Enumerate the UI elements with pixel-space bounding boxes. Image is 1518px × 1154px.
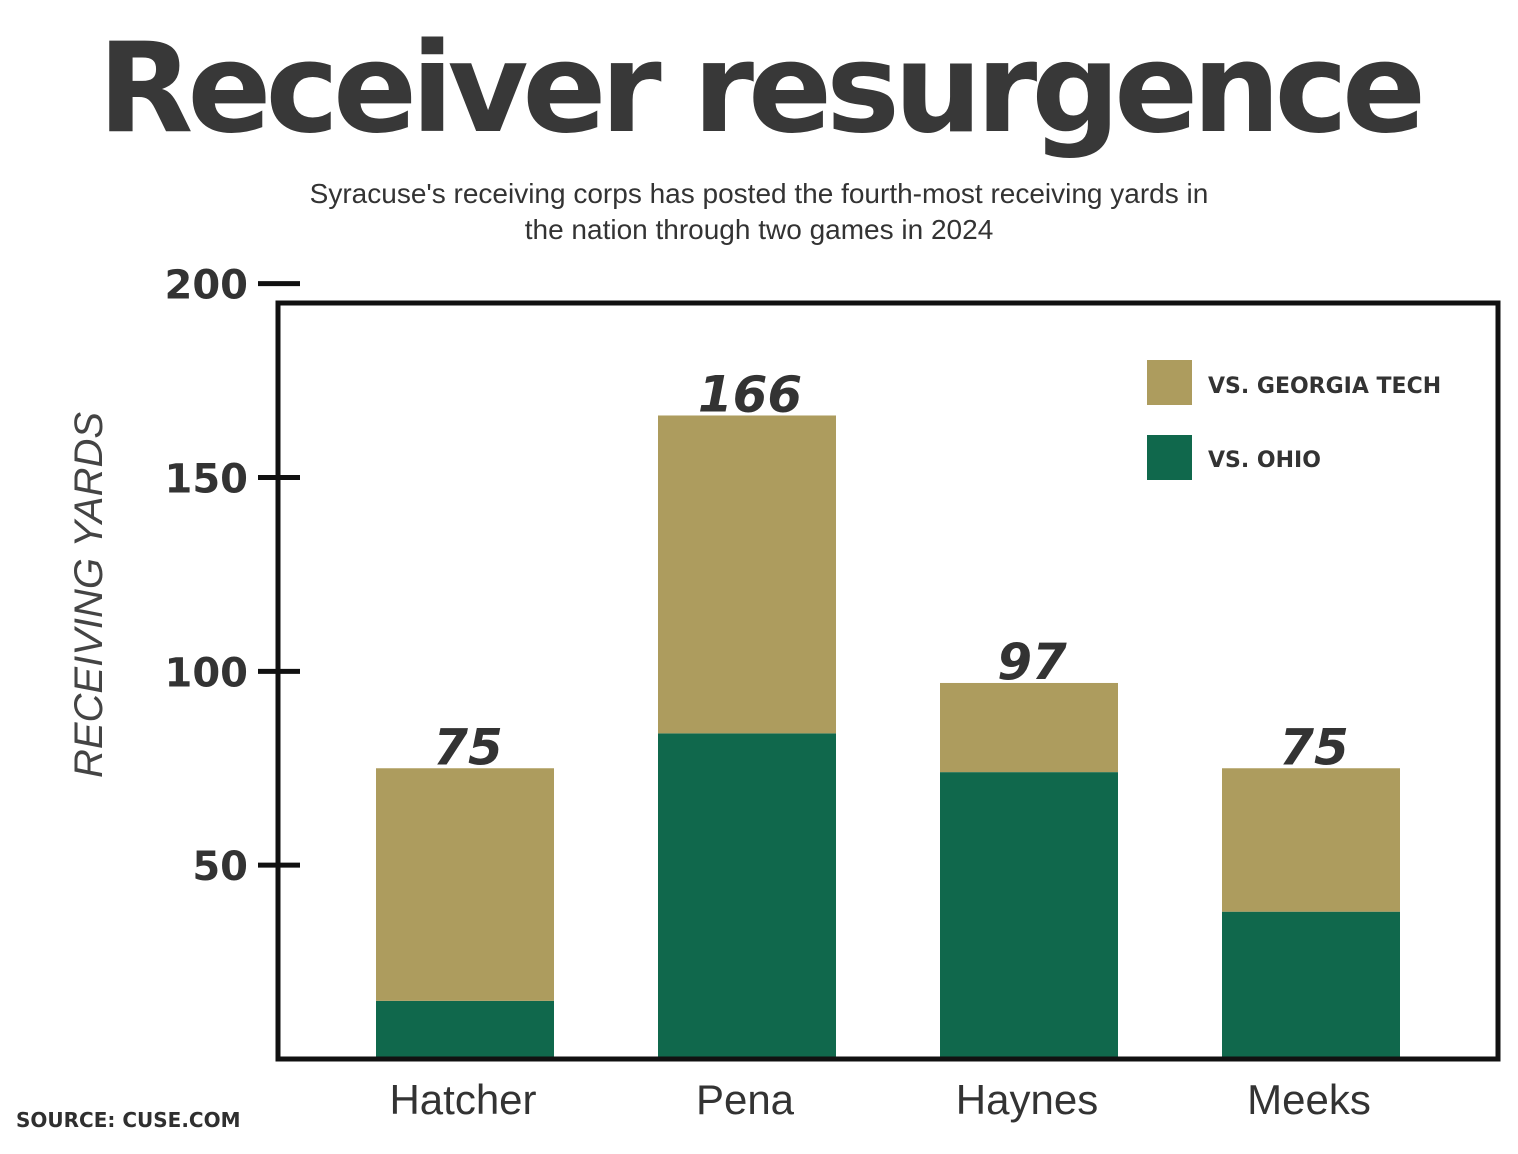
legend-label-georgia-tech: VS. GEORGIA TECH [1208,374,1441,399]
source-note: SOURCE: CUSE.COM [16,1108,241,1132]
chart-title: Receiver resurgence [97,17,1426,161]
x-axis-labels: Hatcher Pena Haynes Meeks [389,1076,1370,1123]
chart-subtitle: Syracuse's receiving corps has posted th… [309,178,1209,245]
total-label-meeks: 75 [1279,718,1349,776]
x-tick-label-haynes: Haynes [956,1076,1098,1123]
bar-meeks-georgia-tech [1222,768,1400,912]
bar-haynes-ohio [940,772,1118,1059]
y-tick-label-150: 150 [165,457,249,503]
bar-meeks-ohio [1222,911,1400,1059]
bar-hatcher-ohio [376,1000,554,1059]
legend-label-ohio: VS. OHIO [1208,448,1321,473]
y-axis-ticks: 50 100 150 200 [165,263,300,890]
total-label-pena: 166 [698,365,802,423]
y-tick-label-100: 100 [165,650,249,696]
y-tick-label-50: 50 [192,844,248,890]
bar-haynes-georgia-tech [940,682,1118,773]
bar-pena-ohio [658,733,836,1059]
total-label-hatcher: 75 [433,718,503,776]
bar-hatcher-georgia-tech [376,768,554,1001]
bars-layer [376,415,1400,1059]
y-axis-label: RECEIVING YARDS [67,412,111,778]
x-tick-label-pena: Pena [696,1076,795,1123]
y-tick-label-200: 200 [165,263,249,309]
x-tick-label-hatcher: Hatcher [389,1076,536,1123]
total-label-haynes: 97 [997,633,1067,691]
x-tick-label-meeks: Meeks [1247,1076,1371,1123]
plot-frame [275,300,1501,1062]
legend-swatch-georgia-tech [1147,360,1192,405]
legend-swatch-ohio [1147,435,1192,480]
total-labels: 75 166 97 75 [433,365,1349,776]
legend: VS. GEORGIA TECH VS. OHIO [1147,360,1441,480]
bar-pena-georgia-tech [658,415,836,734]
